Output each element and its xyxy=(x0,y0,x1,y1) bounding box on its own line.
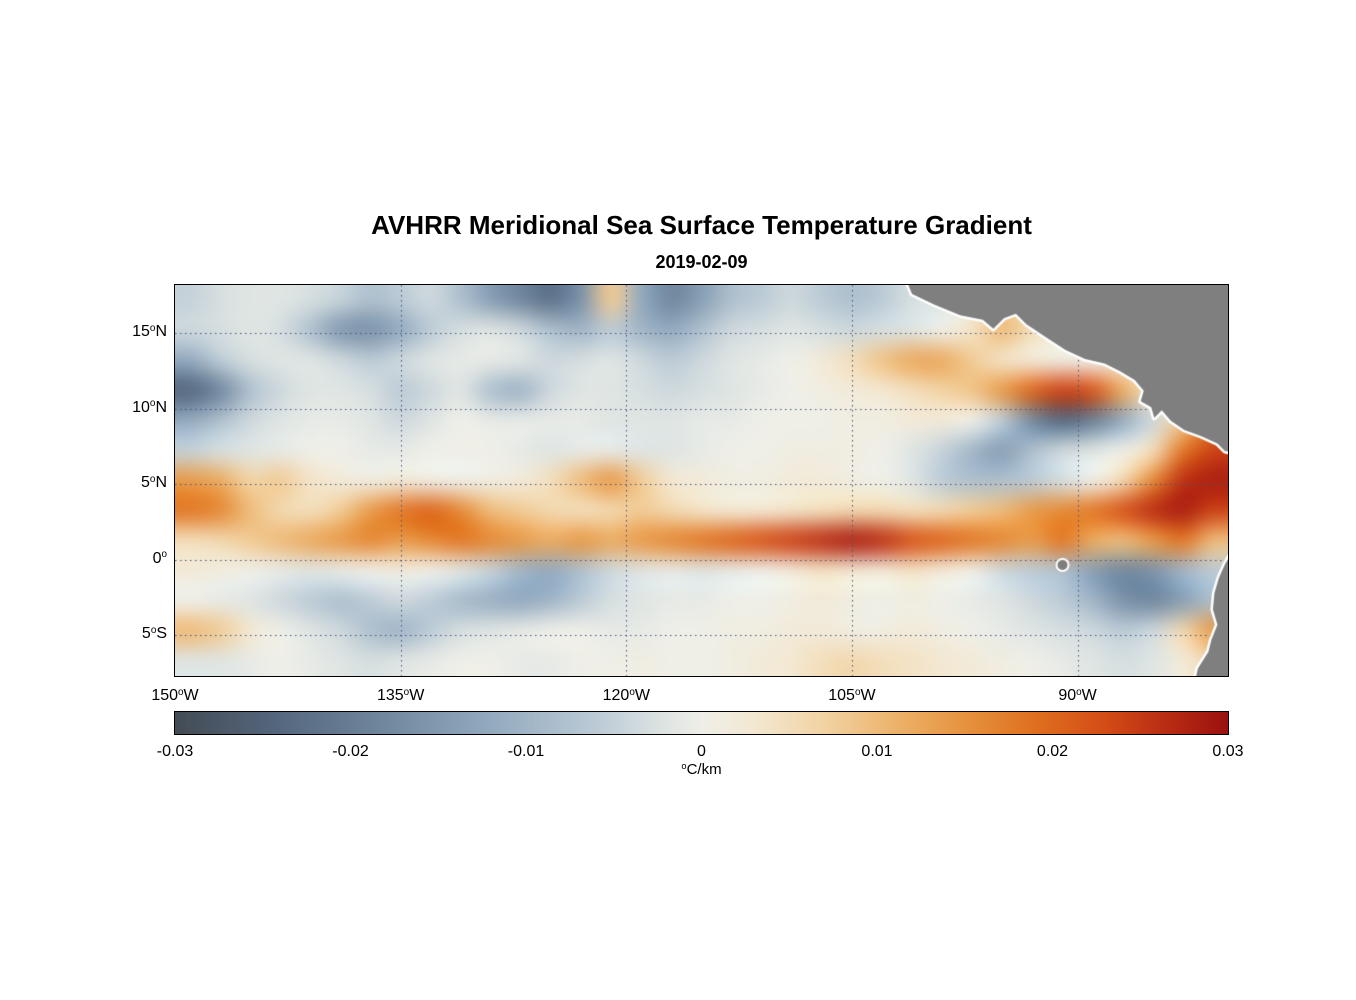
colorbar-tick-label: 0.03 xyxy=(1212,743,1244,760)
colorbar-unit-label: oC/km xyxy=(681,760,722,778)
colorbar-tick-label: -0.01 xyxy=(507,743,545,760)
x-tick-label: 120oW xyxy=(602,686,650,704)
colorbar-tick-label: 0 xyxy=(697,743,706,760)
colorbar-tick-label: -0.03 xyxy=(156,743,194,760)
y-tick-label: 5oN xyxy=(141,473,167,492)
chart-subtitle: 2019-02-09 xyxy=(655,252,748,272)
colorbar-tick-label: 0.02 xyxy=(1036,743,1069,760)
x-tick-label: 150oW xyxy=(151,686,199,704)
x-tick-label: 105oW xyxy=(828,686,876,704)
x-tick-label: 135oW xyxy=(376,686,425,704)
colorbar xyxy=(174,711,1229,735)
sst-gradient-heatmap xyxy=(175,285,1228,676)
chart-title: AVHRR Meridional Sea Surface Temperature… xyxy=(371,210,1032,240)
x-tick-label: 90oW xyxy=(1058,686,1097,704)
y-tick-label: 15oN xyxy=(132,322,167,341)
map-plot-area xyxy=(174,284,1229,677)
colorbar-tick-label: 0.01 xyxy=(861,743,893,760)
y-tick-label: 5oS xyxy=(141,624,167,643)
y-tick-label: 10oN xyxy=(132,398,167,416)
colorbar-tick-label: -0.02 xyxy=(332,743,369,760)
y-tick-label: 0o xyxy=(152,549,167,567)
colorbar-gradient xyxy=(175,712,1228,734)
